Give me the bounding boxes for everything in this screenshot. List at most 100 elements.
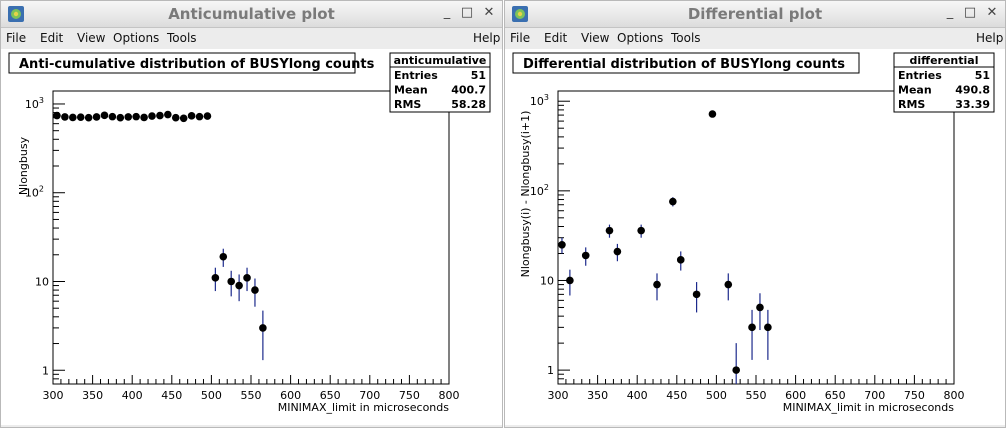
data-point: [187, 112, 196, 120]
minimize-button[interactable]: _: [946, 5, 954, 20]
data-point: [558, 241, 566, 249]
menu-view[interactable]: View: [581, 31, 610, 45]
stats-label: RMS: [898, 98, 925, 111]
data-point: [100, 111, 109, 120]
menu-edit[interactable]: Edit: [544, 31, 568, 45]
x-axis-label: MINIMAX_limit in microseconds: [783, 401, 955, 414]
stats-value: 58.28: [451, 98, 486, 111]
plot-canvas[interactable]: Anti-cumulative distribution of BUSYlong…: [1, 49, 502, 425]
x-tick-label: 700: [864, 389, 885, 402]
menu-tools[interactable]: Tools: [671, 31, 701, 45]
x-tick-label: 400: [122, 389, 143, 402]
data-point: [669, 197, 677, 206]
data-point: [179, 114, 188, 123]
window-titlebar[interactable]: Differential plot _ □ ✕: [505, 1, 1005, 28]
maximize-button[interactable]: □: [460, 5, 474, 20]
close-button[interactable]: ✕: [986, 5, 998, 20]
y-tick-label: 1: [547, 364, 554, 377]
x-tick-label: 350: [587, 389, 608, 402]
data-point: [764, 323, 772, 332]
anticumulative-window: Anticumulative plot _ □ ✕ File Edit View…: [0, 0, 503, 428]
data-point: [227, 277, 235, 286]
root-app-icon: [512, 6, 528, 22]
data-point: [148, 112, 156, 120]
stats-label: Mean: [898, 84, 932, 97]
x-tick-label: 650: [825, 389, 846, 402]
x-tick-label: 300: [548, 389, 569, 402]
x-tick-label: 400: [627, 389, 648, 402]
y-tick-label: 10: [540, 274, 554, 287]
menu-file[interactable]: File: [510, 31, 531, 45]
y-axis-label: Nlongbusy(i) - Nlongbusy(i+1): [519, 111, 532, 278]
data-point: [243, 274, 251, 282]
data-point: [581, 251, 590, 260]
menu-edit[interactable]: Edit: [40, 31, 64, 45]
differential-chart: Differential distribution of BUSYlong co…: [512, 52, 995, 414]
data-point: [724, 280, 733, 289]
anticumulative-chart: Anti-cumulative distribution of BUSYlong…: [8, 52, 491, 414]
data-point: [748, 323, 756, 332]
stats-label: RMS: [394, 98, 421, 111]
stats-value: 400.7: [451, 84, 486, 97]
x-tick-label: 300: [43, 389, 64, 402]
data-point: [653, 280, 661, 289]
data-point: [637, 226, 645, 235]
x-tick-label: 750: [904, 389, 925, 402]
stats-value: 51: [975, 69, 990, 82]
data-point: [692, 290, 701, 299]
x-tick-label: 600: [280, 389, 301, 402]
x-tick-label: 500: [706, 389, 727, 402]
menu-options[interactable]: Options: [113, 31, 160, 45]
data-point: [53, 111, 61, 120]
x-tick-label: 800: [439, 389, 460, 402]
menu-file[interactable]: File: [6, 31, 27, 45]
data-point: [76, 113, 85, 121]
maximize-button[interactable]: □: [963, 5, 977, 20]
data-point: [732, 366, 740, 374]
x-tick-label: 750: [399, 389, 420, 402]
stats-name: differential: [910, 54, 979, 67]
plot-canvas[interactable]: Differential distribution of BUSYlong co…: [505, 49, 1005, 425]
differential-window: Differential plot _ □ ✕ File Edit View O…: [504, 0, 1006, 428]
menu-tools[interactable]: Tools: [167, 31, 197, 45]
menu-help[interactable]: Help: [976, 31, 1004, 45]
chart-title: Anti-cumulative distribution of BUSYlong…: [19, 57, 375, 72]
menu-bar: File Edit View Options Tools Help: [505, 28, 1005, 48]
y-tick-label: 1: [42, 364, 49, 377]
data-point: [116, 113, 125, 122]
menu-help[interactable]: Help: [473, 31, 501, 45]
menu-options[interactable]: Options: [617, 31, 664, 45]
stats-box: [389, 52, 491, 113]
minimize-button[interactable]: _: [443, 5, 451, 20]
data-point: [171, 113, 180, 122]
stats-label: Mean: [394, 84, 428, 97]
x-tick-label: 550: [746, 389, 767, 402]
stats-box: [893, 52, 995, 113]
data-point: [566, 276, 574, 285]
data-point: [61, 113, 69, 121]
data-point: [605, 226, 614, 235]
window-titlebar[interactable]: Anticumulative plot _ □ ✕: [1, 1, 502, 28]
data-point: [203, 112, 212, 120]
data-point: [219, 252, 228, 261]
y-tick-label: 102: [530, 183, 549, 198]
x-tick-label: 500: [201, 389, 222, 402]
y-tick-label: 102: [25, 185, 44, 200]
close-button[interactable]: ✕: [483, 5, 495, 20]
menu-view[interactable]: View: [77, 31, 106, 45]
y-tick-label: 103: [530, 93, 549, 108]
x-axis-label: MINIMAX_limit in microseconds: [278, 401, 450, 414]
plot-frame: [557, 90, 955, 385]
data-point: [132, 112, 140, 121]
window-title: Differential plot: [687, 5, 823, 23]
stats-value: 51: [471, 69, 486, 82]
y-tick-label: 103: [25, 96, 44, 111]
title-box: [8, 52, 356, 74]
data-point: [156, 111, 164, 120]
y-axis-label: Nlongbusy: [17, 136, 30, 195]
x-tick-label: 550: [241, 389, 262, 402]
data-point: [164, 110, 172, 119]
x-tick-label: 700: [359, 389, 380, 402]
data-point: [108, 112, 117, 121]
x-tick-label: 350: [82, 389, 103, 402]
